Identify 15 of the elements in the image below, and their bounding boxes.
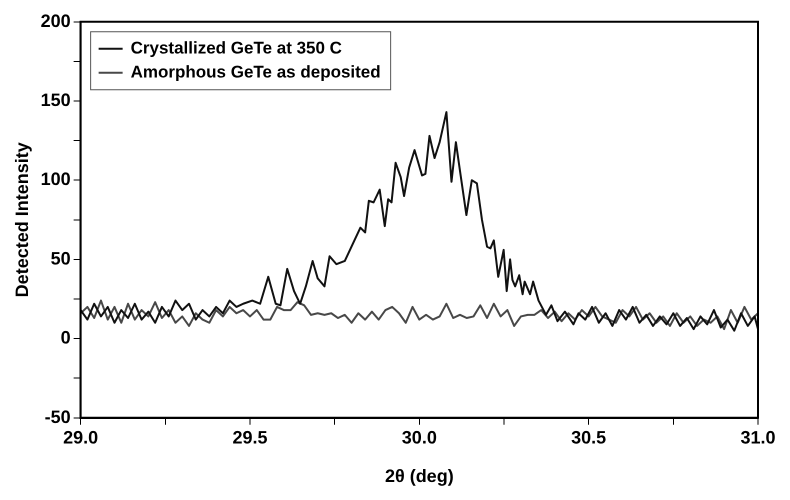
y-tick-label: -50 bbox=[44, 406, 71, 427]
y-tick-label: 0 bbox=[60, 328, 71, 348]
x-axis-title: 2θ (deg) bbox=[384, 466, 454, 486]
y-tick-label: 100 bbox=[40, 169, 71, 190]
x-tick-label: 30.0 bbox=[402, 428, 437, 448]
x-tick-label: 31.0 bbox=[740, 428, 776, 448]
y-tick-label: 200 bbox=[40, 10, 71, 31]
x-tick-label: 29.0 bbox=[63, 428, 98, 448]
x-tick-label: 30.5 bbox=[571, 428, 606, 448]
x-tick-label: 29.5 bbox=[232, 428, 268, 448]
y-tick-label: 150 bbox=[40, 90, 71, 110]
legend-label: Amorphous GeTe as deposited bbox=[130, 62, 381, 82]
y-axis-title: Detected Intensity bbox=[12, 142, 32, 298]
y-tick-label: 50 bbox=[50, 248, 71, 268]
legend-label: Crystallized GeTe at 350 C bbox=[130, 38, 342, 58]
